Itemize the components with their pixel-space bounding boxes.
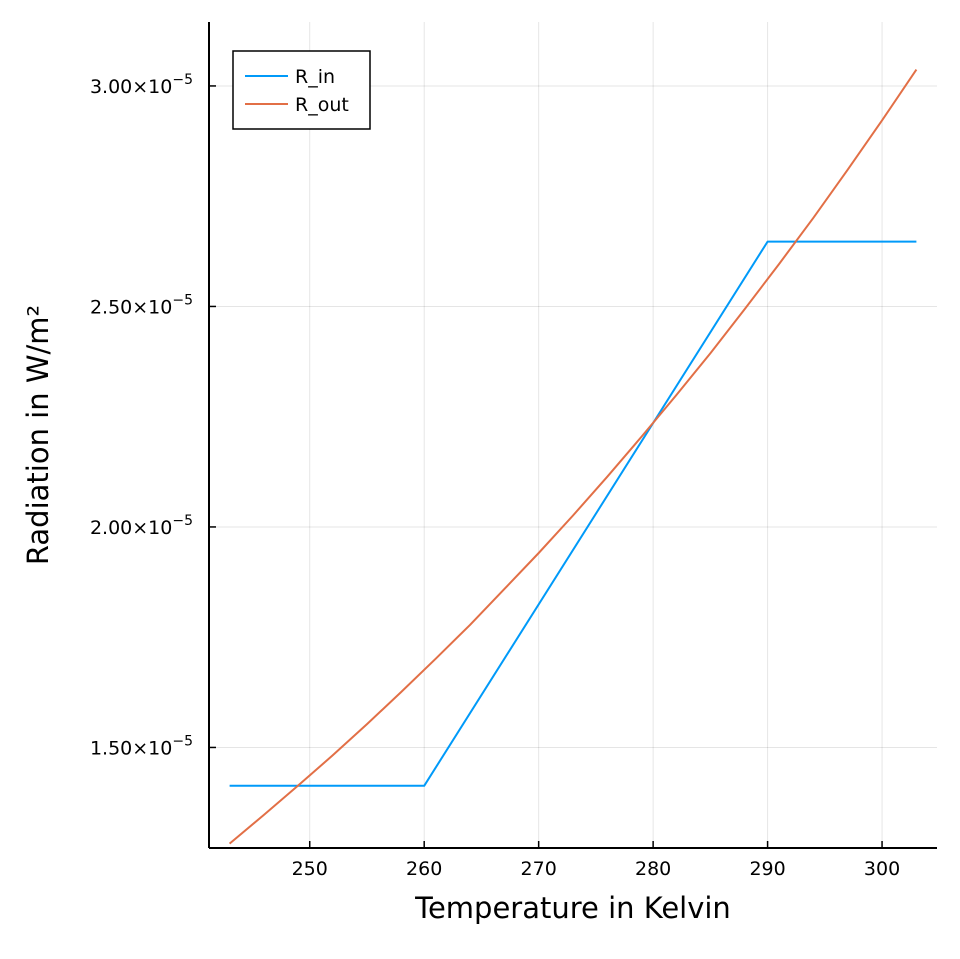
y-tick-label: 2.00×10−5	[90, 513, 193, 539]
y-tick-label: 3.00×10−5	[90, 72, 193, 98]
axes	[208, 22, 937, 849]
x-tick-label: 270	[521, 858, 557, 880]
y-tick-label: 1.50×10−5	[90, 733, 193, 759]
series-lines	[228, 69, 918, 845]
y-tick-label: 2.50×10−5	[90, 292, 193, 318]
y-tick-times: ×10	[132, 76, 172, 98]
legend: R_in R_out	[232, 50, 371, 130]
legend-label-r-in: R_in	[295, 66, 335, 88]
y-tick-mantissa: 2.00	[90, 517, 132, 539]
x-tick-label: 250	[292, 858, 328, 880]
y-tick-exponent: −5	[172, 733, 193, 749]
x-tick-label: 260	[406, 858, 442, 880]
x-tick-label: 300	[864, 858, 900, 880]
y-tick-exponent: −5	[172, 292, 193, 308]
y-tick-times: ×10	[132, 517, 172, 539]
y-tick-exponent: −5	[172, 72, 193, 88]
y-tick-exponent: −5	[172, 513, 193, 529]
legend-box	[232, 50, 371, 130]
x-axis-title: Temperature in Kelvin	[414, 891, 731, 925]
y-tick-times: ×10	[132, 296, 172, 318]
tick-labels: 250 260 270 280 290 3001.50×10−52.00×10−52.50…	[90, 72, 900, 880]
series-line-r-out	[228, 69, 918, 845]
x-tick-label: 280	[635, 858, 671, 880]
series-line-r-in	[229, 240, 917, 787]
legend-label-r-out: R_out	[295, 94, 349, 116]
y-tick-mantissa: 1.50	[90, 737, 132, 759]
y-tick-mantissa: 3.00	[90, 76, 132, 98]
y-axis-title: Radiation in W/m²	[21, 305, 55, 565]
y-tick-times: ×10	[132, 737, 172, 759]
grid	[209, 22, 937, 848]
y-tick-mantissa: 2.50	[90, 296, 132, 318]
x-tick-label: 290	[749, 858, 785, 880]
